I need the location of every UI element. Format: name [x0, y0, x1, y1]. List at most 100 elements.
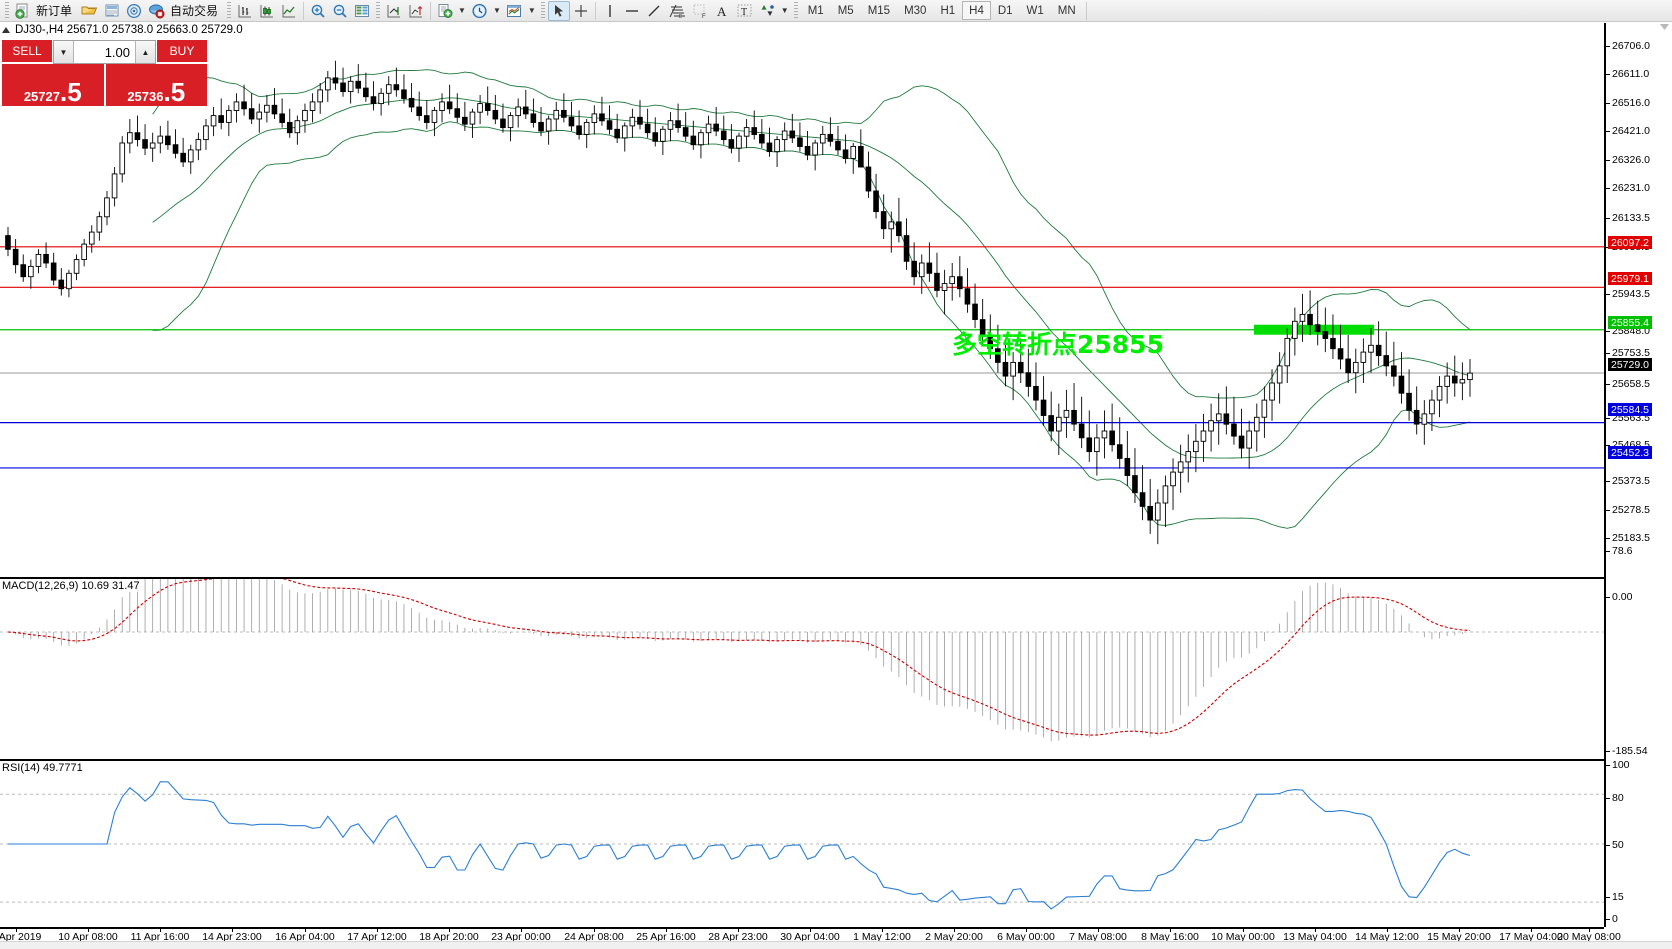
candle-body	[1253, 416, 1260, 432]
timeframe-m15[interactable]: M15	[867, 4, 891, 17]
data-window-icon[interactable]	[351, 1, 373, 21]
support-level-2-label[interactable]: 25452.3	[1608, 446, 1652, 459]
rsi-pane[interactable]: RSI(14) 49.7771	[0, 759, 1604, 927]
trendline-icon[interactable]	[643, 1, 665, 21]
candle-body	[226, 109, 232, 123]
price-axis-tick: 26706.0	[1606, 40, 1650, 52]
candle-body	[50, 262, 57, 281]
candle-body	[66, 272, 72, 290]
vline-icon[interactable]	[599, 1, 621, 21]
volume-stepper[interactable]: ▼ 1.00 ▲	[53, 40, 156, 64]
candle-body	[903, 235, 910, 262]
buy-button[interactable]: BUY	[157, 40, 207, 64]
candle-body	[35, 253, 42, 267]
toolbar-grip[interactable]	[5, 2, 9, 19]
label-icon[interactable]: A	[711, 1, 733, 21]
zoom-out-icon[interactable]	[329, 1, 351, 21]
folder-icon[interactable]	[78, 1, 101, 21]
bar-chart-icon[interactable]	[234, 1, 256, 21]
candle-body	[1436, 385, 1443, 401]
timeframe-mn[interactable]: MN	[1057, 4, 1076, 17]
pivot-level-label[interactable]: 25855.4	[1608, 316, 1652, 329]
period-icon[interactable]	[468, 1, 491, 21]
arrows-dropdown-caret[interactable]: ▼	[780, 6, 789, 15]
navigator-icon[interactable]	[123, 1, 145, 21]
toolbar-grip-3[interactable]	[376, 2, 381, 19]
new-order-button[interactable]: 新订单	[12, 1, 78, 21]
templates-icon[interactable]	[434, 1, 456, 21]
templates-dropdown-caret[interactable]: ▼	[458, 6, 466, 15]
toolbar-grip-2[interactable]	[227, 2, 232, 19]
auto-scroll-icon[interactable]	[405, 1, 427, 21]
fibo-icon[interactable]: E	[665, 1, 689, 21]
indicators-dropdown-caret[interactable]: ▼	[527, 6, 536, 15]
buy-price-display[interactable]: 25736 .5	[105, 64, 207, 106]
status-bar	[0, 941, 1672, 949]
candle-body	[1360, 351, 1367, 363]
toolbar-grip-5[interactable]	[793, 2, 798, 19]
resistance-level-1-label[interactable]: 26097.2	[1608, 236, 1652, 249]
candle-body	[1056, 416, 1062, 432]
timeframe-m30[interactable]: M30	[904, 4, 927, 17]
hline-icon[interactable]	[621, 1, 643, 21]
candle-body	[949, 276, 955, 285]
candle-body	[73, 259, 80, 274]
textbox-icon[interactable]: T	[733, 1, 756, 21]
time-axis-mark	[666, 929, 667, 932]
sell-price-display[interactable]: 25727 .5	[2, 64, 104, 106]
timeframe-w1[interactable]: W1	[1026, 4, 1044, 17]
indicators-icon[interactable]	[503, 1, 526, 21]
candle-body	[127, 132, 133, 144]
price-axis-tick: 26611.0	[1606, 68, 1649, 80]
candle-body	[1391, 365, 1397, 377]
timeframe-d1[interactable]: D1	[997, 4, 1013, 17]
chart-expand-icon[interactable]	[2, 27, 10, 33]
crosshair-icon[interactable]	[570, 1, 592, 21]
candle-body	[1185, 451, 1192, 463]
candle-body	[522, 106, 529, 115]
cursor-icon[interactable]	[547, 0, 570, 21]
terminal-icon[interactable]	[101, 1, 123, 21]
candle-body	[1406, 392, 1412, 411]
volume-input[interactable]: 1.00	[104, 44, 130, 60]
sell-button[interactable]: SELL	[2, 40, 52, 64]
zoom-in-icon[interactable]	[307, 1, 329, 21]
candle-body	[766, 142, 773, 153]
candle-body	[637, 116, 643, 125]
macd-label: MACD(12,26,9) 10.69 31.47	[2, 580, 140, 592]
support-level-1-label[interactable]: 25584.5	[1608, 403, 1652, 416]
candle-body	[1307, 313, 1313, 326]
candlestick-chart-icon[interactable]	[256, 1, 278, 21]
shift-end-icon[interactable]	[383, 1, 405, 21]
timeframe-m5[interactable]: M5	[837, 4, 854, 17]
price-axis[interactable]: 26706.0 26611.0 26516.0 26421.0 26326.0 26231…	[1604, 23, 1672, 927]
text-icon[interactable]: F	[689, 1, 711, 21]
candle-body	[1017, 361, 1024, 374]
autotrading-icon[interactable]: 自动交易	[145, 1, 224, 21]
candle-body	[416, 106, 422, 117]
line-chart-icon[interactable]	[278, 1, 300, 21]
time-axis-mark	[594, 929, 595, 932]
timeframe-m1[interactable]: M1	[807, 4, 824, 17]
candle-body	[332, 77, 339, 84]
candle-body	[995, 348, 1001, 363]
volume-up-button[interactable]: ▲	[135, 41, 155, 63]
volume-down-button[interactable]: ▼	[54, 41, 74, 63]
toolbar-grip-4[interactable]	[540, 2, 545, 19]
period-dropdown-caret[interactable]: ▼	[492, 6, 501, 15]
macd-pane[interactable]: MACD(12,26,9) 10.69 31.47	[0, 577, 1604, 757]
current-price-label[interactable]: 25729.0	[1608, 358, 1652, 371]
candle-body	[279, 113, 285, 123]
one-click-trading-panel[interactable]: SELL ▼ 1.00 ▲ BUY 25727 .5 25736 .5	[2, 40, 207, 106]
resistance-level-2-label[interactable]: 25979.1	[1608, 272, 1652, 285]
timeframe-h1[interactable]: H1	[940, 4, 956, 17]
candle-body	[264, 104, 270, 113]
price-chart-pane[interactable]	[0, 23, 1604, 575]
timeframe-h4[interactable]: H4	[962, 1, 991, 20]
candle-body	[256, 111, 263, 120]
candle-body	[248, 108, 255, 120]
arrows-icon[interactable]	[756, 1, 779, 21]
candle-body	[1413, 409, 1420, 425]
candle-body	[172, 144, 179, 154]
candle-body	[987, 334, 994, 350]
